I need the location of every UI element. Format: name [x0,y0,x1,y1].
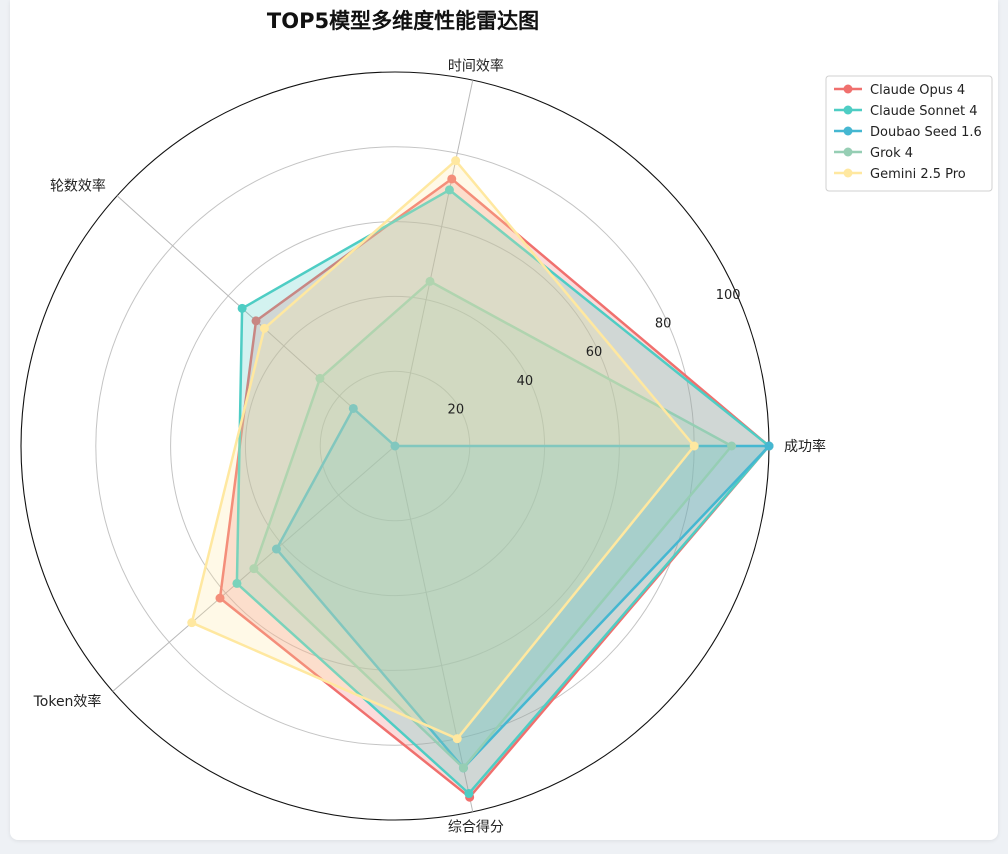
spoke-4 [394,445,474,812]
series-line-3 [252,280,733,770]
series-point-2-0 [764,441,774,451]
series-point-4-2 [259,323,269,333]
radar-series [187,156,774,802]
legend-swatch-marker-4 [843,168,853,178]
series-4 [187,156,699,744]
series-point-3-3 [249,564,259,574]
spoke-1 [394,80,474,447]
axis-label-0: 成功率 [784,438,826,455]
series-2 [271,403,774,773]
series-point-2-3 [271,544,281,554]
series-point-2-2 [348,403,358,413]
legend-label-4: Gemini 2.5 Pro [870,167,966,182]
legend-label-3: Grok 4 [870,146,913,161]
legend-item-4[interactable]: Gemini 2.5 Pro [834,167,966,182]
legend-label-2: Doubao Seed 1.6 [870,125,982,140]
legend-swatch-marker-3 [843,147,853,157]
series-line-2 [275,407,771,770]
series-point-1-4 [464,789,474,799]
series-area-2 [276,408,769,768]
series-area-4 [191,160,695,739]
legend-item-1[interactable]: Claude Sonnet 4 [834,104,977,119]
series-point-0-1 [447,174,457,184]
legend-label-1: Claude Sonnet 4 [870,104,977,119]
series-point-0-3 [215,593,225,603]
tick-label-40: 40 [517,374,534,389]
legend-swatch-marker-0 [843,84,853,94]
axis-label-3: Token效率 [33,693,102,710]
legend-swatch-marker-2 [843,126,853,136]
series-line-4 [190,159,696,740]
axis-label-2: 轮数效率 [50,178,106,195]
series-point-3-2 [315,373,325,383]
axis-label-1: 时间效率 [448,58,504,75]
legend-item-2[interactable]: Doubao Seed 1.6 [834,125,982,140]
series-point-1-3 [232,578,242,588]
tick-label-60: 60 [586,345,603,360]
series-point-1-2 [237,303,247,313]
chart-title: TOP5模型多维度性能雷达图 [267,9,539,33]
legend[interactable]: Claude Opus 4 Claude Sonnet 4 Doubao Seed … [825,75,993,192]
legend-swatch-marker-1 [843,105,853,115]
tick-label-100: 100 [716,288,741,303]
legend-box [825,75,993,192]
legend-label-0: Claude Opus 4 [870,83,965,98]
series-point-1-1 [444,185,454,195]
series-point-4-3 [187,618,197,628]
axis-label-4: 综合得分 [448,818,504,835]
series-point-4-0 [689,441,699,451]
series-point-3-1 [425,276,435,286]
series-line-1 [235,188,771,795]
series-point-3-0 [727,441,737,451]
series-point-0-2 [251,316,261,326]
legend-item-3[interactable]: Grok 4 [834,146,913,161]
series-area-3 [253,281,732,768]
legend-item-0[interactable]: Claude Opus 4 [834,83,965,98]
series-3 [249,276,737,773]
series-point-2-1 [390,441,400,451]
series-point-4-1 [451,156,461,166]
tick-label-80: 80 [655,317,672,332]
series-point-4-4 [452,734,462,744]
series-point-3-4 [458,763,468,773]
tick-label-20: 20 [448,402,465,417]
